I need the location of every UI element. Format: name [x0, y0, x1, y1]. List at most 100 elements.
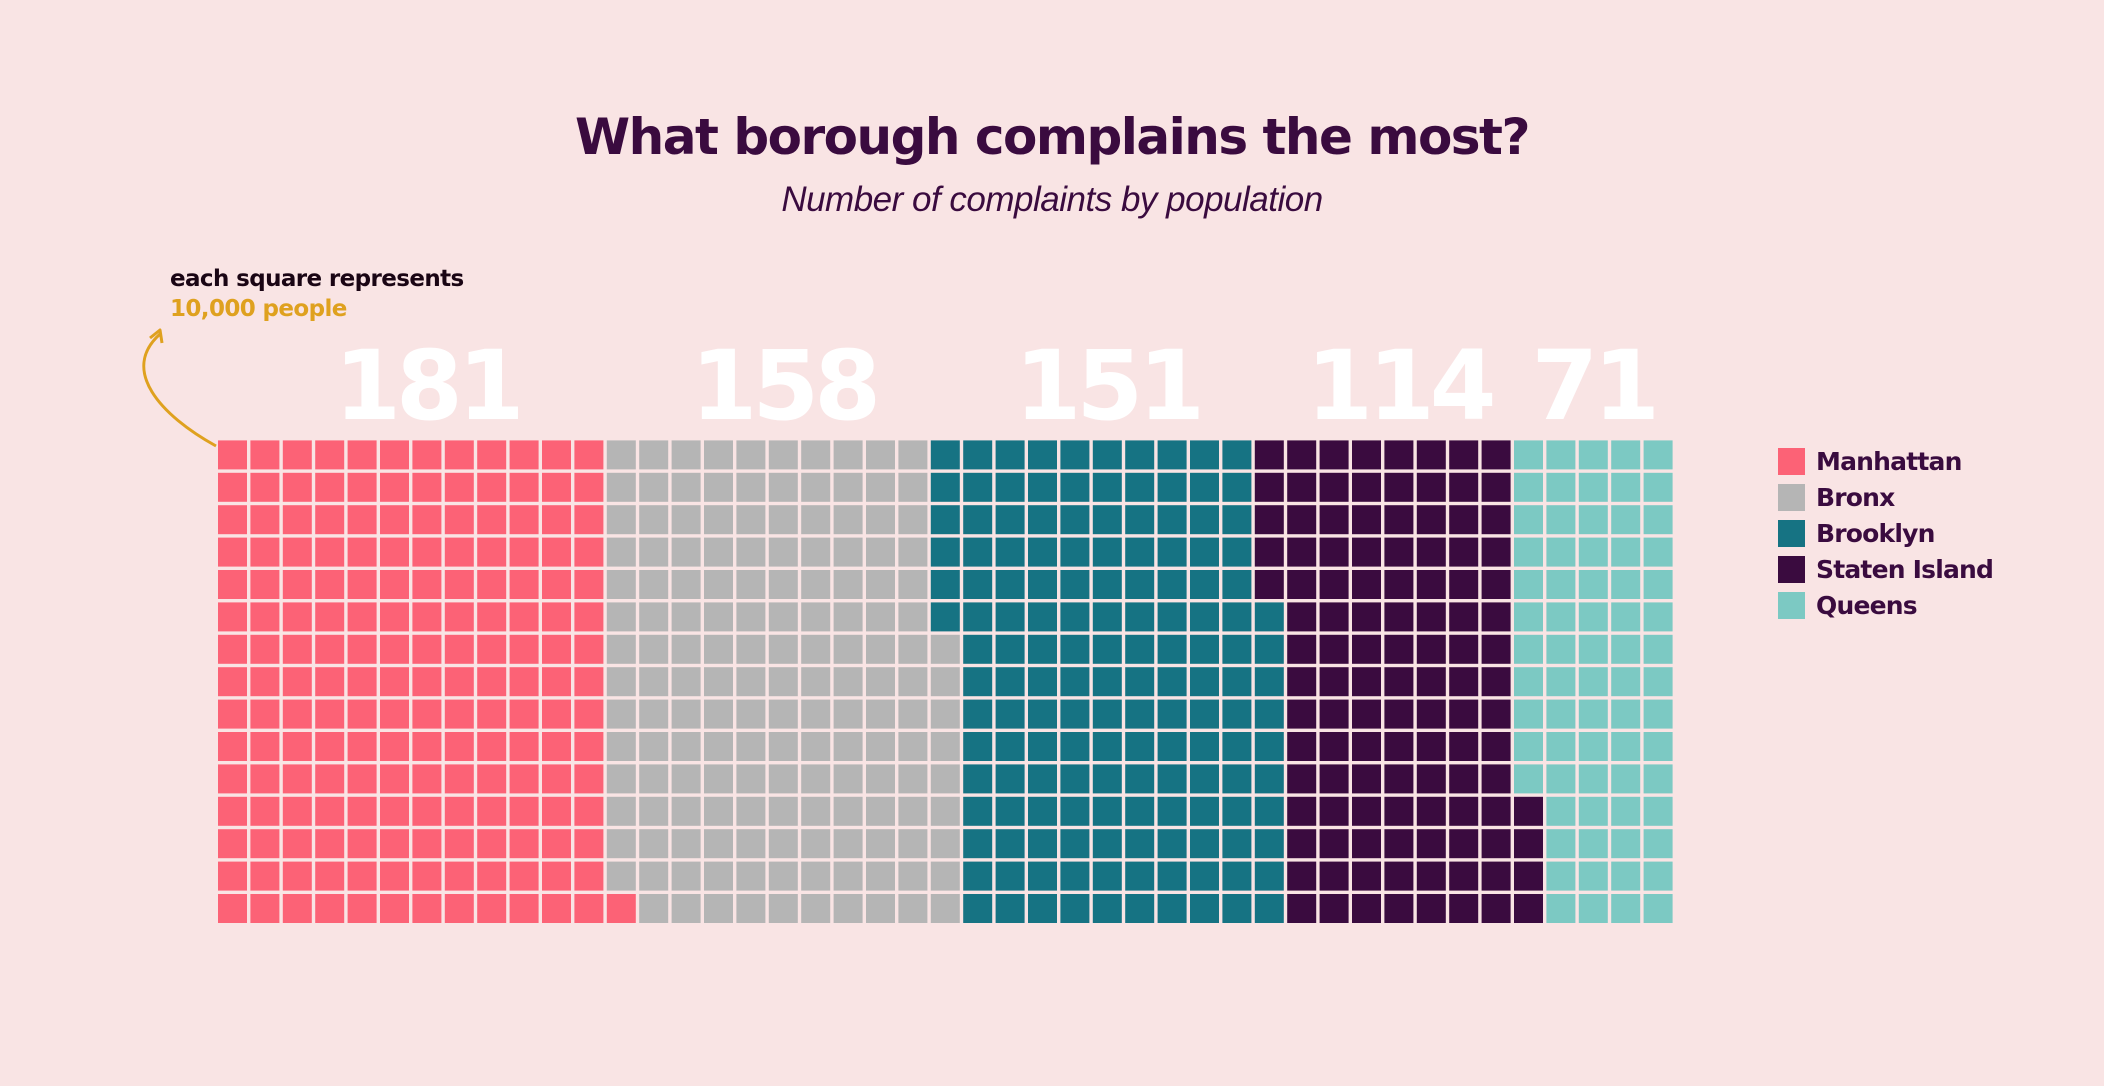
waffle-square-manhattan [574, 505, 604, 535]
waffle-square-manhattan [250, 537, 280, 567]
waffle-square-brooklyn [1254, 861, 1284, 891]
waffle-square-manhattan [574, 570, 604, 599]
waffle-square-staten-island [1384, 829, 1414, 859]
waffle-square-brooklyn [995, 667, 1025, 697]
waffle-square-brooklyn [1060, 505, 1090, 535]
unit-note-line1: each square represents [170, 266, 464, 292]
waffle-square-queens [1514, 570, 1543, 599]
waffle-square-bronx [866, 537, 895, 567]
waffle-square-brooklyn [1190, 505, 1219, 535]
waffle-square-staten-island [1352, 861, 1381, 891]
waffle-square-bronx [704, 440, 733, 470]
waffle-square-manhattan [250, 699, 280, 729]
waffle-square-bronx [671, 732, 701, 761]
waffle-square-staten-island [1319, 505, 1349, 535]
waffle-square-staten-island [1319, 861, 1349, 891]
waffle-square-brooklyn [930, 537, 960, 567]
waffle-square-brooklyn [1222, 570, 1252, 599]
waffle-square-manhattan [444, 667, 474, 697]
waffle-square-bronx [639, 667, 669, 697]
waffle-square-manhattan [315, 537, 345, 567]
waffle-square-bronx [736, 472, 766, 502]
waffle-square-bronx [671, 472, 701, 502]
waffle-square-queens [1643, 505, 1673, 535]
waffle-square-brooklyn [1092, 764, 1122, 794]
waffle-square-bronx [866, 472, 895, 502]
waffle-square-manhattan [542, 472, 571, 502]
waffle-square-brooklyn [1254, 829, 1284, 859]
waffle-square-manhattan [574, 602, 604, 632]
waffle-square-staten-island [1449, 699, 1479, 729]
waffle-square-brooklyn [1125, 602, 1155, 632]
waffle-square-bronx [866, 894, 895, 923]
waffle-square-bronx [801, 537, 831, 567]
waffle-square-queens [1514, 440, 1543, 470]
waffle-square-manhattan [542, 829, 571, 859]
waffle-square-queens [1578, 732, 1608, 761]
waffle-square-bronx [930, 894, 960, 923]
waffle-square-staten-island [1319, 764, 1349, 794]
waffle-square-staten-island [1481, 699, 1511, 729]
waffle-square-manhattan [315, 699, 345, 729]
waffle-square-brooklyn [1157, 829, 1187, 859]
waffle-square-staten-island [1416, 732, 1446, 761]
legend-label: Bronx [1816, 482, 1895, 512]
waffle-square-manhattan [509, 537, 539, 567]
waffle-square-manhattan [347, 472, 377, 502]
waffle-square-brooklyn [1125, 505, 1155, 535]
legend-swatch [1778, 555, 1805, 583]
waffle-square-brooklyn [1125, 699, 1155, 729]
waffle-square-brooklyn [1125, 667, 1155, 697]
waffle-square-brooklyn [963, 537, 993, 567]
waffle-square-brooklyn [1190, 894, 1219, 923]
waffle-square-manhattan [250, 732, 280, 761]
waffle-square-bronx [704, 732, 733, 761]
waffle-square-staten-island [1287, 829, 1317, 859]
waffle-square-staten-island [1384, 732, 1414, 761]
waffle-square-bronx [898, 634, 928, 664]
waffle-square-brooklyn [1222, 861, 1252, 891]
waffle-square-bronx [704, 667, 733, 697]
waffle-square-bronx [898, 829, 928, 859]
waffle-square-manhattan [315, 667, 345, 697]
waffle-square-brooklyn [1222, 634, 1252, 664]
waffle-square-bronx [704, 861, 733, 891]
waffle-square-manhattan [509, 440, 539, 470]
waffle-square-manhattan [315, 764, 345, 794]
waffle-square-brooklyn [1060, 732, 1090, 761]
waffle-square-manhattan [574, 732, 604, 761]
waffle-square-brooklyn [1125, 537, 1155, 567]
waffle-square-bronx [704, 570, 733, 599]
waffle-square-queens [1514, 602, 1543, 632]
waffle-square-brooklyn [930, 440, 960, 470]
waffle-square-manhattan [444, 829, 474, 859]
legend-label: Manhattan [1816, 446, 1962, 476]
waffle-square-staten-island [1481, 829, 1511, 859]
waffle-square-brooklyn [1028, 602, 1057, 632]
waffle-square-bronx [704, 796, 733, 826]
waffle-square-bronx [898, 505, 928, 535]
waffle-square-queens [1643, 894, 1673, 923]
waffle-square-brooklyn [963, 764, 993, 794]
waffle-square-manhattan [347, 764, 377, 794]
waffle-square-staten-island [1449, 440, 1479, 470]
waffle-square-manhattan [412, 505, 442, 535]
waffle-square-bronx [606, 440, 636, 470]
chart-title: What borough complains the most? [575, 108, 1530, 166]
waffle-square-bronx [930, 829, 960, 859]
waffle-square-bronx [768, 796, 798, 826]
waffle-square-brooklyn [995, 732, 1025, 761]
waffle-square-queens [1611, 505, 1641, 535]
waffle-square-staten-island [1287, 602, 1317, 632]
waffle-square-bronx [671, 699, 701, 729]
waffle-square-staten-island [1254, 537, 1284, 567]
waffle-square-brooklyn [995, 861, 1025, 891]
waffle-square-queens [1546, 732, 1576, 761]
waffle-square-bronx [671, 634, 701, 664]
waffle-square-staten-island [1287, 634, 1317, 664]
waffle-square-bronx [801, 732, 831, 761]
waffle-square-bronx [898, 732, 928, 761]
waffle-square-queens [1643, 732, 1673, 761]
waffle-square-staten-island [1416, 894, 1446, 923]
waffle-square-brooklyn [1125, 796, 1155, 826]
